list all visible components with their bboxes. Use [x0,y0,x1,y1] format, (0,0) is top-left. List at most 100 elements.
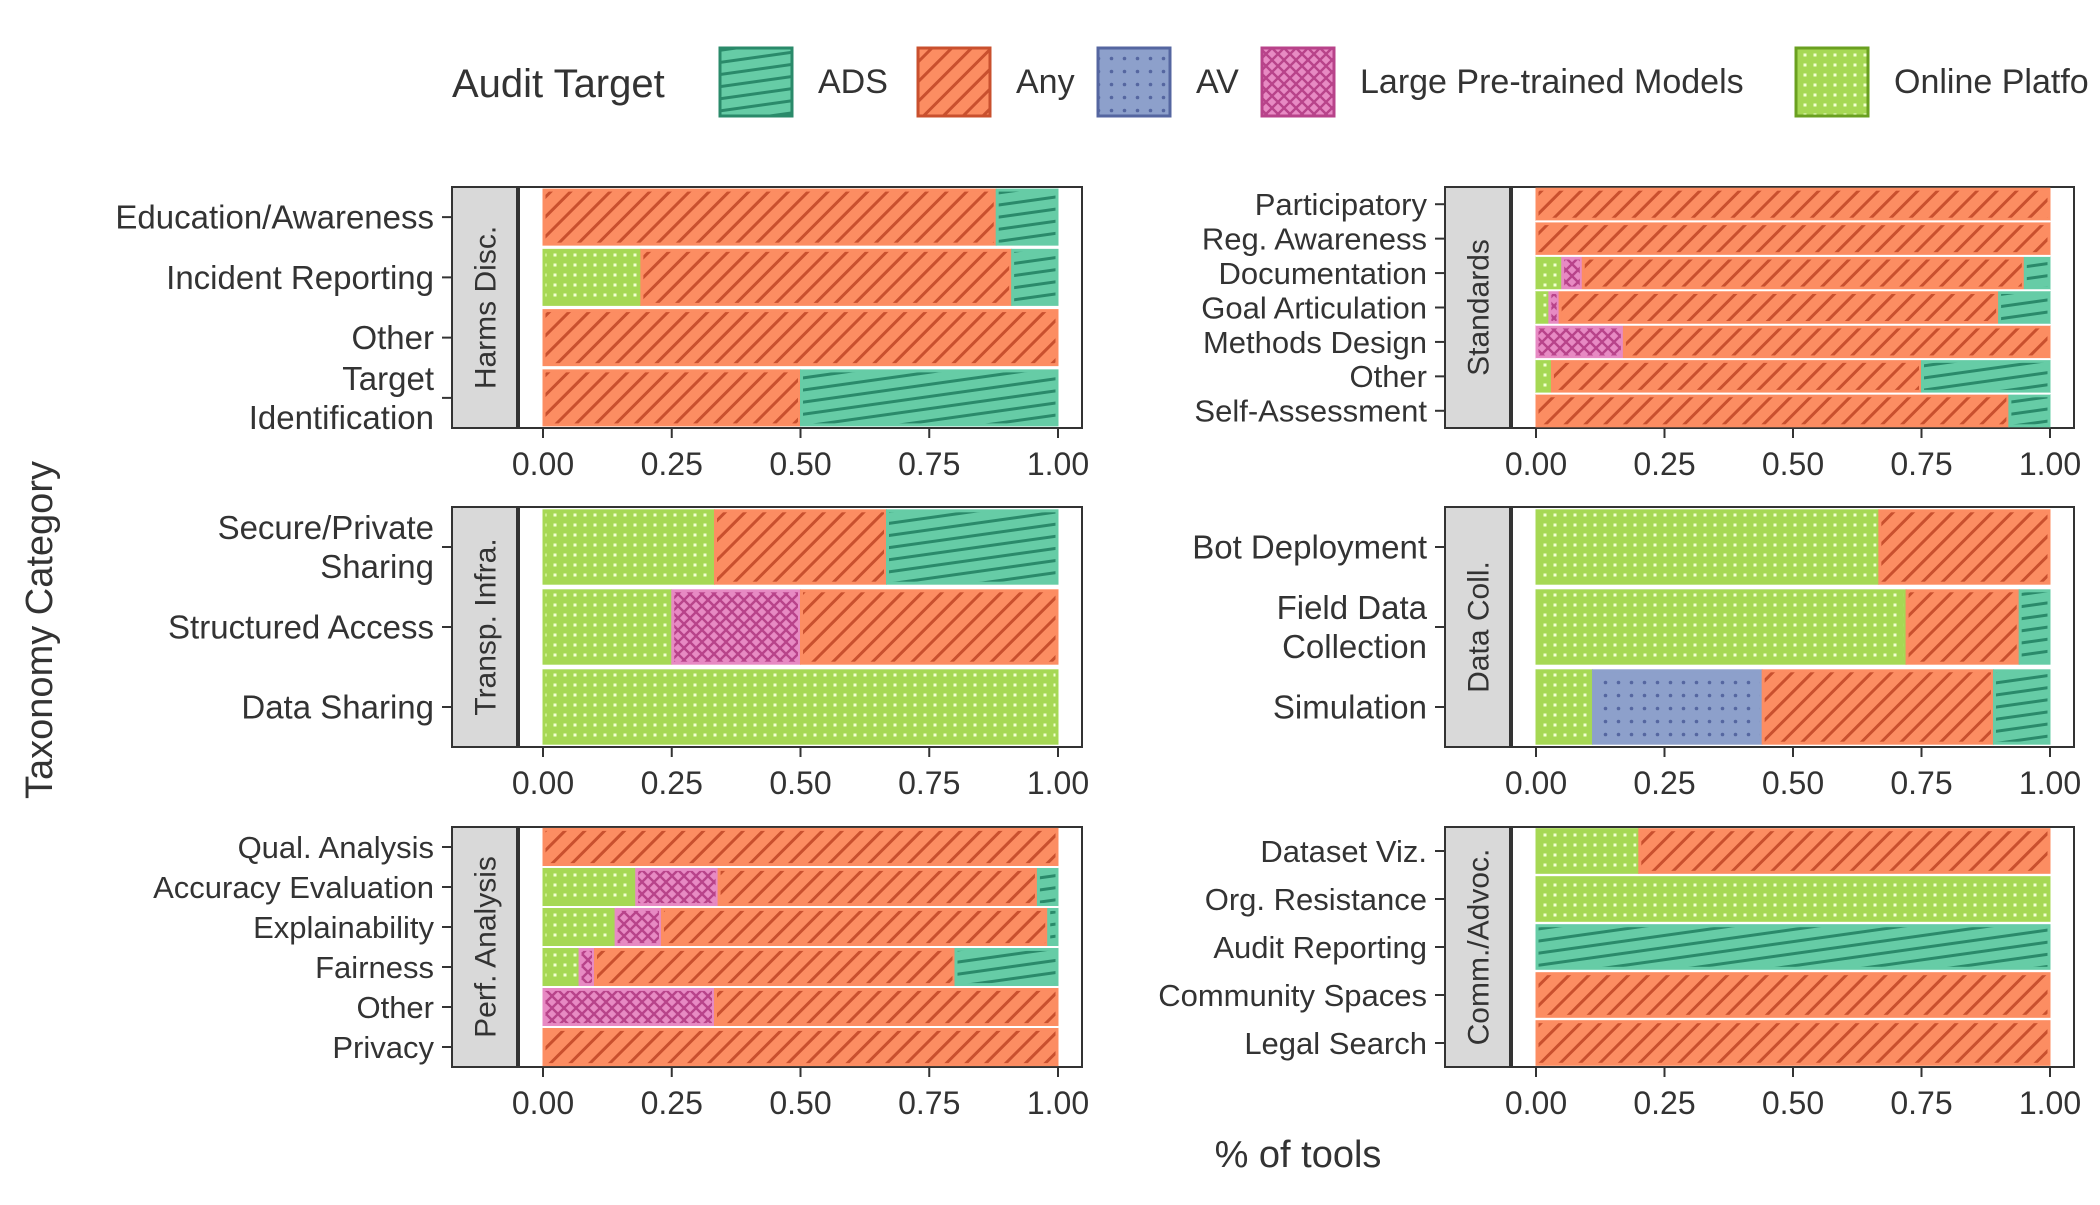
panel-5-bar-1-any [542,827,1059,867]
panel-5-ylabel-3: Explainability [253,910,434,945]
panel-5-xtick-label-1: 0.00 [512,1085,574,1121]
panel-1-bar-4-ads [800,369,1059,427]
panel-3-bar-1-op [542,509,715,585]
legend-key-lpm [1260,46,1336,118]
panel-6-bar-1-op [1535,828,1640,874]
panel-5-ylabel-4: Fairness [315,950,434,985]
panel-5-xtick-label-2: 0.25 [641,1085,703,1121]
panel-6-facet-label: Comm./Advoc. [1463,849,1496,1046]
panel-2-strip [1444,186,1511,429]
panel-3-xtick-label-4: 0.75 [898,765,960,801]
panel-4-bar-2-any [1905,589,2020,665]
legend-label-op: Online Platfo [1894,63,2089,101]
panel-4-xtick-label-2: 0.25 [1633,765,1695,801]
panel-5-strip [451,826,518,1068]
panel-3-bar-2-op [542,589,673,665]
panel-4-bar-3-ads [1992,669,2051,745]
panel-2-ylabel-1: Participatory [1255,187,1428,222]
panel-5-bar-5-any [713,987,1059,1027]
panel-2-bar-6-ads [1921,359,2051,393]
panel-3-bar-2-lpm [671,589,801,665]
panel-6-xtick-label-4: 0.75 [1890,1085,1952,1121]
panel-1: Harms Disc. Education/Awareness Incident R… [115,186,1089,482]
panel-2-bar-7-any [1535,394,2010,428]
panel-5-row-1 [542,827,1059,867]
panel-2-row-2 [1535,222,2051,256]
panel-1-strip [451,186,518,429]
legend-item-any: Any [916,46,1075,118]
panel-1-bar-1-ads [995,188,1059,246]
panel-4: Data Coll. Bot Deployment Field DataCollec… [1192,506,2081,801]
panel-5-row-5 [542,987,1059,1027]
panel-1-row-3 [542,309,1059,367]
panel-1-row-4 [542,369,1059,427]
panel-2-bar-2-any [1535,222,2051,256]
panel-4-bar-3-op [1535,669,1594,745]
panel-2-bar-4-ads [1998,290,2051,325]
panel-5-bar-6-any [542,1027,1059,1067]
panel-2-row-7 [1535,394,2051,428]
panel-2-bar-4-any [1558,290,2000,325]
panel-5-row-2 [542,867,1059,907]
panel-4-facet-label: Data Coll. [1463,561,1496,693]
panel-6: Comm./Advoc. Dataset Viz. Org. Resistance A… [1158,826,2081,1121]
panel-3-ylabel-2: Structured Access [168,609,434,646]
panel-2-bar-5-any [1622,325,2051,359]
panel-5-bar-3-any [660,907,1049,947]
panel-1-xtick-label-3: 0.50 [769,446,831,482]
panel-5-bar-4-op [542,947,580,987]
panel-1-bar-2-ads [1011,248,1059,306]
legend-label-av: AV [1196,63,1239,101]
panel-4-row-1 [1535,509,2051,585]
panel-1-row-2 [542,248,1059,306]
panel-2-bar-3-lpm [1561,256,1583,290]
panel-4-ylabel-2-line-1: Field Data [1277,589,1428,626]
panel-6-ylabel-4: Community Spaces [1158,978,1427,1013]
panel-1-xtick-label-1: 0.00 [512,446,574,482]
legend-label-ads: ADS [818,63,888,101]
panel-6-xtick-label-5: 1.00 [2019,1085,2081,1121]
panel-5-xtick-label-4: 0.75 [898,1085,960,1121]
panel-6-ylabel-3: Audit Reporting [1213,930,1427,965]
panel-1-bar-2-any [640,248,1013,306]
panel-5-row-4 [542,947,1059,987]
panel-5-bar-4-ads [954,947,1059,987]
panel-5-ylabel-6: Privacy [332,1030,434,1065]
panel-1-bar-4-any [542,369,801,427]
panel-5-bar-3-lpm [614,907,662,947]
panel-6-xtick-label-1: 0.00 [1505,1085,1567,1121]
panel-6-ylabel-1: Dataset Viz. [1260,834,1427,869]
legend-key-op [1794,46,1870,118]
panel-3-ylabel-1-line-1: Secure/Private [218,509,434,546]
legend-key-any [916,46,992,118]
panel-2-xtick-label-2: 0.25 [1633,446,1695,482]
legend-key-ads [718,46,794,118]
panel-2-bar-6-op [1535,359,1552,393]
panel-2-bar-4-lpm [1548,290,1560,325]
panel-5-bar-4-lpm [578,947,595,987]
panel-5-xtick-label-3: 0.50 [769,1085,831,1121]
legend-item-av: AV [1096,46,1239,118]
panel-2-xtick-label-1: 0.00 [1505,446,1567,482]
panel-2-xtick-label-3: 0.50 [1762,446,1824,482]
panel-5-ylabel-5: Other [356,990,434,1025]
panel-1-ylabel-4-line-1: Target [342,360,434,397]
x-axis-title: % of tools [1215,1134,1382,1176]
panel-5-bar-2-lpm [635,867,719,907]
panel-5-facet-label: Perf. Analysis [470,856,503,1038]
panel-1-bar-1-any [542,188,997,246]
panel-6-row-5 [1535,1020,2051,1066]
panel-2-bar-3-op [1535,256,1563,290]
panel-1-bar-3-any [542,309,1059,367]
panel-1-facet-label: Harms Disc. [470,226,503,389]
panel-3-row-3 [542,669,1059,745]
panel-4-bar-3-av [1592,669,1763,745]
panel-5-bar-3-ads [1047,907,1059,947]
panel-3-xtick-label-2: 0.25 [641,765,703,801]
panel-3-ylabel-1-line-2: Sharing [320,548,434,585]
panel-6-ylabel-2: Org. Resistance [1205,882,1427,917]
panel-5-ylabel-1: Qual. Analysis [238,830,434,865]
